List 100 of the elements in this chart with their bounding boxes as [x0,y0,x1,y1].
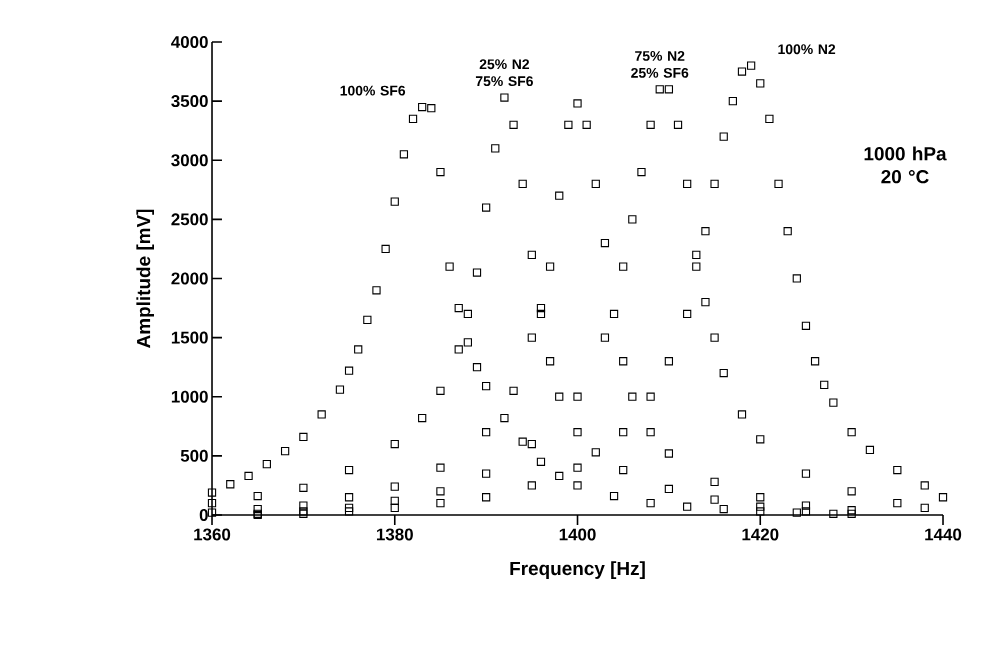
point [418,413,427,423]
point [354,345,363,354]
y-tick-label: 2500 [171,213,208,226]
point [472,268,482,277]
x-tick-label: 1440 [925,528,962,541]
point [454,303,463,313]
point [536,457,546,466]
point [701,227,710,236]
point [573,99,582,108]
point [399,150,409,159]
point [801,501,811,510]
point [573,392,582,401]
point [756,79,765,88]
y-tick-label: 1500 [171,331,208,344]
point [664,484,674,494]
series-label: 25% N2 75% SF6 [475,59,533,87]
point [555,191,564,200]
point [545,357,555,366]
point [573,463,582,472]
point [792,508,801,517]
point [737,67,747,76]
point [710,495,719,504]
y-tick-label: 500 [180,449,208,462]
point [472,363,482,372]
point [710,333,719,342]
point [253,504,262,514]
point [482,493,491,502]
point [509,386,518,395]
point [207,508,217,517]
point [408,114,418,123]
x-tick-label: 1420 [742,528,779,541]
point [582,120,591,129]
point [463,309,472,319]
point [865,445,875,455]
point [253,491,262,501]
point [646,428,655,437]
point [344,366,354,375]
point [920,503,929,513]
point [847,428,856,437]
x-tick-label: 1400 [559,528,596,541]
annotation: 1000 hPa 20 °C [864,146,947,184]
point [390,503,399,513]
point [390,439,399,449]
point [207,488,217,497]
point [436,386,445,395]
point [628,392,637,401]
point [710,477,719,487]
point [344,493,354,502]
point [756,493,765,502]
point [619,428,628,437]
point [646,499,655,508]
point [801,469,811,478]
point [491,144,500,153]
point [646,392,655,401]
point [463,338,472,347]
point [746,61,756,70]
point [600,238,610,248]
point [299,432,308,442]
point [555,471,564,481]
point [299,483,308,492]
series-label: 75% N2 25% SF6 [631,50,689,78]
point [445,262,454,271]
point [619,465,628,475]
point [893,499,902,508]
point [591,179,600,189]
series-label: 100% SF6 [340,85,406,96]
point [518,179,527,189]
point [536,303,546,313]
point [628,215,637,224]
point [801,507,811,516]
point [299,501,308,510]
point [363,315,372,325]
point [317,410,326,419]
point [829,398,838,407]
x-tick-label: 1360 [194,528,231,541]
y-tick-label: 1000 [171,390,208,403]
point [500,413,509,423]
point [509,120,518,129]
point [619,357,628,366]
point [454,345,463,354]
y-tick-label: 4000 [171,35,208,48]
point [600,333,610,342]
point [655,85,664,94]
point [390,496,399,505]
point [692,250,701,259]
point [390,197,399,206]
point [664,449,674,458]
point [427,104,436,113]
point [344,503,354,513]
x-tick-label: 1380 [376,528,413,541]
point [737,410,747,419]
point [847,487,856,496]
y-tick-label: 3000 [171,154,208,167]
point [244,471,253,481]
point [756,502,765,511]
point [829,509,838,518]
point [637,167,646,177]
x-axis-title: Frequency [Hz] [510,561,645,579]
point [482,381,491,391]
point [756,507,765,516]
